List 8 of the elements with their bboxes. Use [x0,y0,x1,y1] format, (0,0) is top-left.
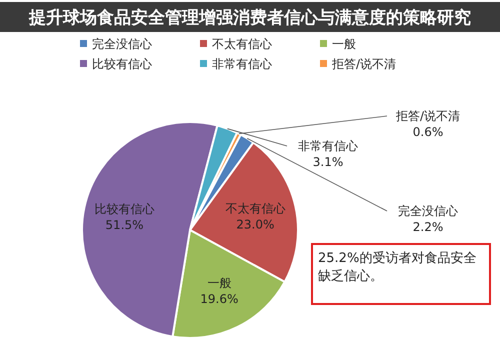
legend-label: 一般 [332,37,356,51]
legend-label: 非常有信心 [212,57,272,71]
legend-label: 拒答/说不清 [331,57,396,71]
legend-label: 比较有信心 [92,57,152,71]
text: 25.2%的受访者对食品安全缺乏信心。 [318,250,478,286]
chart-title: 提升球场食品安全管理增强消费者信心与满意度的策略研究 [28,8,471,28]
legend-label: 完全没信心 [92,37,152,51]
legend-label: 不太有信心 [212,37,272,51]
